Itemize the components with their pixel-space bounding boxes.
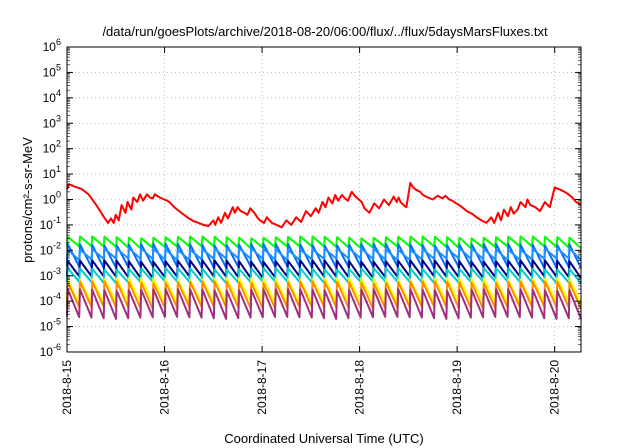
y-tick-label: 10-5 <box>40 317 61 334</box>
chart-title: /data/run/goesPlots/archive/2018-08-20/0… <box>102 24 548 39</box>
series-line-3 <box>66 247 582 262</box>
x-tick-label: 2018-8-20 <box>548 360 562 415</box>
x-tick-label: 2018-8-15 <box>60 360 74 415</box>
y-tick-label: 102 <box>43 139 61 156</box>
series-group <box>66 181 582 320</box>
series-line-8 <box>66 288 582 320</box>
x-tick-label: 2018-8-17 <box>255 360 269 415</box>
series-line-0 <box>66 181 582 229</box>
x-tick-label: 2018-8-16 <box>158 360 172 415</box>
y-tick-label: 105 <box>43 62 61 79</box>
y-tick-label: 10-6 <box>40 342 61 359</box>
y-tick-label: 104 <box>43 88 61 105</box>
y-axis: 10-6 10-5 10-4 10-3 10-2 10-1 100 101 102 103 104 1… <box>40 37 581 359</box>
x-axis-label: Coordinated Universal Time (UTC) <box>224 431 423 446</box>
y-tick-label: 10-1 <box>40 215 61 232</box>
x-tick-label: 2018-8-18 <box>353 360 367 415</box>
x-tick-label: 2018-8-19 <box>450 360 464 415</box>
y-tick-label: 100 <box>43 190 61 207</box>
y-tick-label: 101 <box>43 164 61 181</box>
y-axis-label: protons/cm²-s-sr-MeV <box>20 137 35 263</box>
x-axis: 2018-8-15 2018-8-16 2018-8-17 2018-8-18 2018… <box>60 47 562 415</box>
y-tick-label: 10-2 <box>40 240 61 257</box>
y-tick-label: 10-4 <box>40 291 61 308</box>
y-tick-label: 103 <box>43 113 61 130</box>
y-tick-label: 10-3 <box>40 266 61 283</box>
y-tick-label: 106 <box>43 37 61 54</box>
